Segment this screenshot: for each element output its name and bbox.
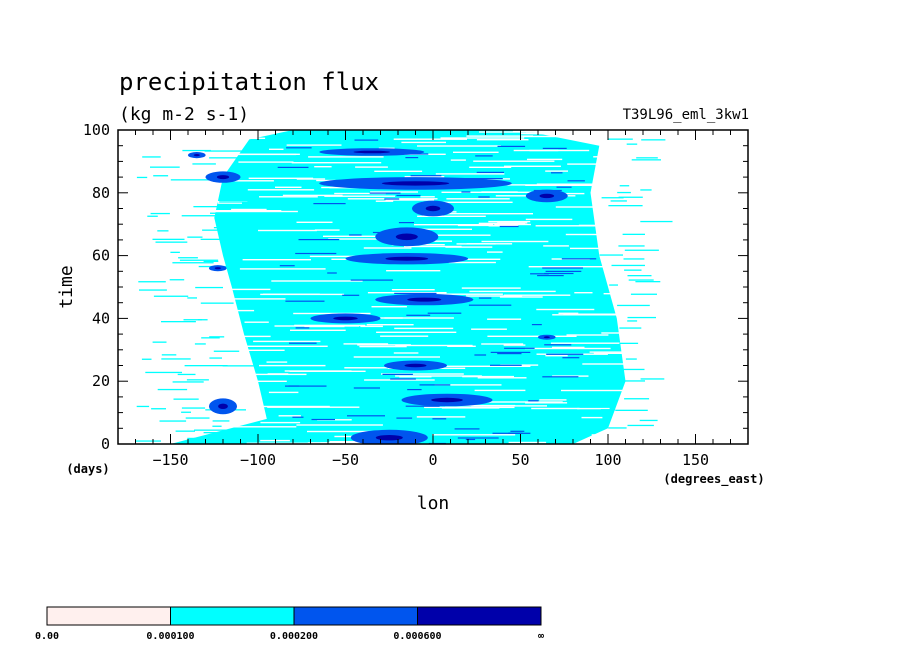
y-tick-label: 80	[92, 184, 110, 202]
extreme-precip-core	[385, 256, 429, 261]
extreme-precip-core	[404, 363, 427, 368]
extreme-precip-core	[216, 175, 230, 180]
y-axis-label: time	[56, 265, 77, 308]
extreme-precip-core	[395, 233, 418, 241]
y-tick-labels: 0 20 40 60 80 100	[83, 121, 110, 453]
colorbar-label: 0.00	[35, 631, 59, 642]
x-tick-label: −150	[152, 451, 188, 469]
axis-ticks	[117, 129, 749, 445]
y-tick-label: 0	[101, 435, 110, 453]
extreme-precip-core	[539, 193, 555, 199]
x-tick-label: 50	[511, 451, 529, 469]
colorbar	[46, 606, 542, 626]
extreme-precip-core	[193, 154, 200, 157]
x-units-label: (degrees_east)	[663, 472, 764, 487]
y-tick-label: 60	[92, 247, 110, 265]
isolated-precip-streaks	[135, 138, 673, 444]
colorbar-swatch	[417, 606, 542, 626]
x-tick-label: 150	[682, 451, 709, 469]
extreme-precip-core	[218, 403, 228, 409]
colorbar-swatch	[293, 606, 418, 626]
extreme-precip-core	[375, 435, 403, 441]
chart-units: (kg m-2 s-1)	[119, 104, 249, 125]
extreme-precip-core	[425, 205, 441, 212]
colorbar-labels: 0.00 0.000100 0.000200 0.000600 ∞	[35, 631, 544, 642]
x-tick-label: 0	[428, 451, 437, 469]
dataset-label: T39L96_eml_3kw1	[623, 107, 749, 123]
heavy-precip-features	[188, 148, 568, 444]
x-tick-label: 100	[594, 451, 621, 469]
extreme-precip-core	[381, 181, 450, 186]
x-tick-labels: −150 −100 −50 0 50 100 150	[152, 451, 709, 469]
chart-title: precipitation flux	[119, 68, 379, 96]
x-tick-label: −50	[332, 451, 359, 469]
colorbar-label: 0.000200	[270, 631, 318, 642]
colorbar-swatch	[46, 606, 171, 626]
y-units-label: (days)	[66, 462, 109, 476]
extreme-precip-core	[543, 336, 550, 339]
data-field	[135, 130, 694, 444]
y-tick-label: 20	[92, 372, 110, 390]
extreme-precip-core	[333, 316, 358, 321]
colorbar-label: ∞	[538, 631, 544, 642]
extreme-precip-core	[353, 150, 391, 154]
x-tick-label: −100	[240, 451, 276, 469]
extreme-precip-core	[407, 297, 442, 302]
extreme-precip-core	[431, 397, 463, 403]
colorbar-label: 0.000100	[146, 631, 194, 642]
colorbar-label: 0.000600	[393, 631, 441, 642]
x-axis-label: lon	[417, 493, 450, 514]
y-tick-label: 40	[92, 309, 110, 327]
extreme-precip-core	[214, 267, 221, 270]
colorbar-swatch	[170, 606, 295, 626]
y-tick-label: 100	[83, 121, 110, 139]
